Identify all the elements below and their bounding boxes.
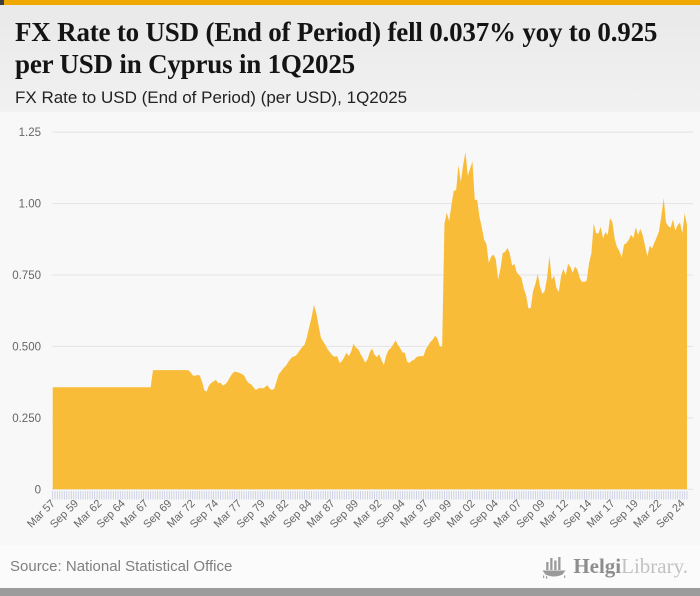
logo-text-helgi: Helgi: [573, 554, 622, 578]
chart-footer: Source: National Statistical Office: [0, 545, 700, 588]
chart-plot-area: 0 0.250 0.500 0.750 1.00 1.25 Mar 57 Sep 59 Mar …: [0, 112, 700, 545]
chart-subtitle: FX Rate to USD (End of Period) (per USD)…: [15, 87, 408, 107]
page-title: FX Rate to USD (End of Period) fell 0.03…: [15, 17, 658, 79]
y-axis-label: 0.750: [12, 270, 41, 282]
area-series: [52, 152, 687, 490]
y-axis-label: 0.500: [12, 341, 41, 353]
source-text: Source: National Statistical Office: [10, 558, 233, 575]
helgi-ship-icon: [540, 555, 568, 579]
helgi-library-logo[interactable]: HelgiLibrary.: [540, 554, 688, 579]
top-accent-bar: [0, 0, 700, 5]
y-axis-label: 0.250: [12, 413, 41, 425]
bottom-gray-bar: [0, 588, 700, 596]
chart-header: FX Rate to USD (End of Period) fell 0.03…: [0, 5, 700, 112]
logo-text-library: Library.: [621, 554, 688, 578]
y-axis-label: 1.00: [19, 199, 41, 211]
logo-text: HelgiLibrary.: [573, 554, 688, 579]
top-accent-cap: [0, 0, 4, 5]
y-axis-label: 1.25: [19, 127, 41, 139]
y-axis-label: 0: [35, 484, 41, 496]
